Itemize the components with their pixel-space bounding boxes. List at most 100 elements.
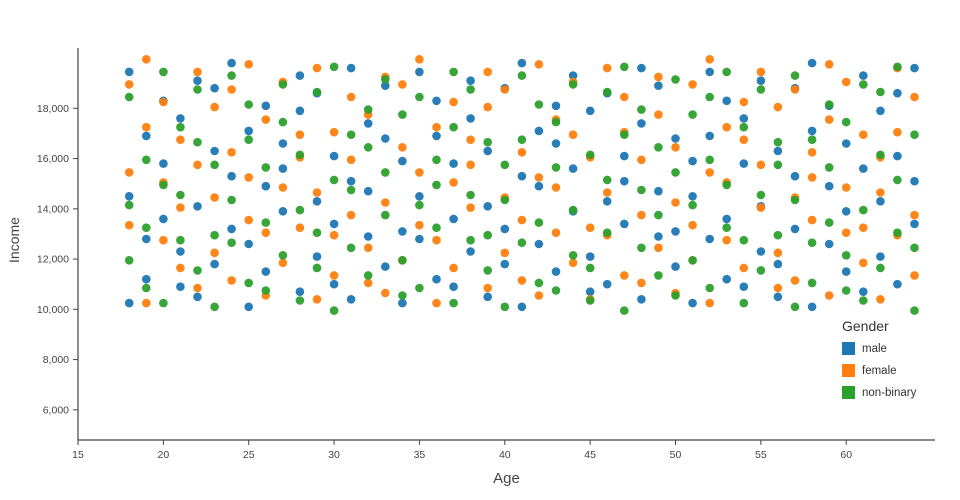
data-point-non-binary (824, 218, 834, 227)
data-point-female (859, 223, 868, 232)
data-point-male (500, 259, 510, 269)
data-point-male (722, 214, 731, 224)
data-point-non-binary (568, 80, 578, 89)
data-point-female (483, 102, 493, 112)
data-point-female (637, 210, 646, 220)
data-point-female (807, 173, 817, 182)
data-point-non-binary (483, 266, 493, 275)
data-point-female (312, 295, 322, 304)
data-point-female (756, 67, 766, 77)
data-point-non-binary (824, 163, 834, 172)
data-point-female (551, 183, 561, 192)
data-point-non-binary (176, 190, 185, 200)
data-point-male (688, 156, 697, 166)
y-tick-label: 12,000 (37, 254, 69, 266)
legend-title: Gender (842, 318, 889, 334)
x-tick-label: 55 (755, 449, 767, 461)
data-point-non-binary (722, 180, 731, 190)
data-point-male (790, 224, 800, 234)
x-tick-label: 45 (584, 449, 596, 461)
y-tick-label: 14,000 (37, 203, 69, 215)
data-point-non-binary (124, 200, 134, 210)
data-point-female (227, 148, 236, 157)
data-point-male (910, 63, 919, 73)
data-point-male (159, 159, 168, 168)
data-point-male (671, 227, 680, 236)
data-point-non-binary (227, 195, 236, 205)
data-point-non-binary (312, 228, 322, 237)
legend-item-male[interactable]: male (842, 342, 916, 355)
data-point-male (398, 156, 407, 166)
data-point-female (449, 178, 458, 187)
data-point-female (244, 173, 253, 182)
y-axis-title: Income (6, 217, 22, 263)
data-point-female (193, 67, 202, 77)
data-point-male (381, 81, 390, 90)
data-point-male (876, 252, 885, 261)
data-point-male (142, 234, 151, 244)
data-point-female (466, 160, 475, 170)
data-point-female (807, 148, 817, 157)
data-point-male (910, 176, 919, 186)
data-point-female (176, 203, 185, 212)
data-point-female (142, 298, 151, 308)
data-point-non-binary (381, 168, 390, 177)
data-point-female (261, 228, 271, 237)
data-point-female (790, 85, 800, 94)
data-point-non-binary (568, 251, 578, 260)
data-point-non-binary (705, 155, 714, 165)
data-point-non-binary (773, 230, 783, 240)
data-point-non-binary (893, 62, 902, 72)
data-point-non-binary (722, 67, 731, 77)
x-tick-label: 20 (158, 449, 170, 461)
data-point-female (620, 92, 629, 102)
data-point-non-binary (124, 92, 134, 102)
data-point-male (363, 119, 373, 128)
data-point-male (841, 267, 851, 276)
data-point-non-binary (278, 117, 288, 127)
data-point-male (244, 302, 253, 312)
data-point-male (227, 58, 236, 68)
data-point-female (124, 220, 134, 230)
data-point-female (517, 215, 527, 225)
data-point-male (346, 63, 356, 73)
data-point-male (517, 302, 527, 312)
data-point-non-binary (841, 117, 851, 127)
data-point-male (790, 171, 800, 181)
data-point-female (654, 110, 663, 119)
data-point-female (432, 122, 441, 132)
data-point-male (227, 171, 236, 181)
data-point-non-binary (756, 266, 766, 275)
data-point-non-binary (859, 205, 868, 215)
data-point-female (176, 135, 185, 144)
data-point-non-binary (620, 306, 629, 315)
data-point-female (859, 258, 868, 268)
data-point-non-binary (159, 180, 168, 190)
data-point-female (568, 258, 578, 268)
data-point-non-binary (705, 283, 714, 293)
data-point-non-binary (398, 110, 407, 119)
data-point-non-binary (551, 286, 561, 295)
data-point-female (312, 63, 322, 73)
data-point-non-binary (295, 150, 305, 160)
data-point-non-binary (859, 80, 868, 89)
data-point-male (381, 134, 390, 143)
data-point-male (415, 234, 424, 244)
data-point-male (637, 119, 646, 128)
data-point-female (500, 248, 510, 258)
data-point-non-binary (415, 283, 424, 293)
data-point-female (722, 122, 731, 132)
data-point-non-binary (602, 228, 612, 237)
data-point-male (807, 58, 817, 68)
legend-item-female[interactable]: female (842, 364, 916, 377)
data-point-male (466, 247, 475, 256)
data-point-non-binary (449, 67, 458, 77)
data-point-male (893, 279, 902, 289)
data-point-male (859, 164, 868, 173)
data-point-female (551, 228, 561, 237)
data-point-female (671, 198, 680, 207)
legend-item-non-binary[interactable]: non-binary (842, 386, 916, 399)
data-point-male (551, 139, 561, 148)
data-point-female (654, 243, 663, 253)
